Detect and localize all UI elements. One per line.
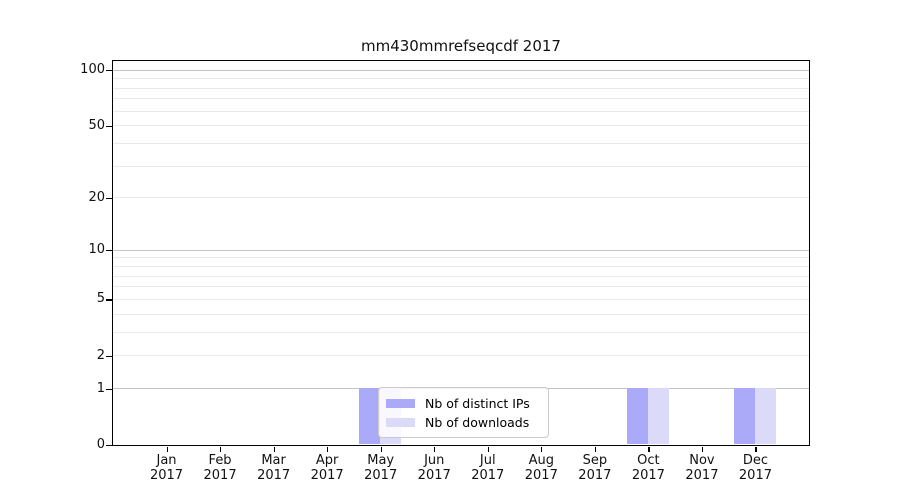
y-tick-label: 2: [96, 347, 105, 363]
y-gridline-minor: [112, 286, 809, 288]
x-tick-mark: [755, 446, 757, 452]
y-gridline-minor: [112, 98, 809, 100]
y-gridline-minor: [112, 78, 809, 80]
x-tick-label: Apr 2017: [310, 453, 344, 483]
x-tick-mark: [541, 446, 543, 452]
x-tick-mark: [220, 446, 222, 452]
x-tick-label: Jun 2017: [417, 453, 451, 483]
x-tick-mark: [434, 446, 436, 452]
legend-item: Nb of distinct IPs: [386, 394, 540, 413]
y-tick-mark: [106, 355, 112, 357]
chart-title: mm430mmrefseqcdf 2017: [361, 37, 561, 55]
x-tick-mark: [487, 446, 489, 452]
y-gridline-minor: [112, 257, 809, 259]
bar-downloads: [754, 388, 776, 445]
y-gridline-minor: [112, 125, 809, 127]
x-tick-label: Jan 2017: [149, 453, 184, 483]
y-tick-mark: [106, 70, 112, 72]
x-tick-mark: [701, 446, 704, 452]
plot-area: [111, 59, 810, 446]
y-tick-mark: [106, 197, 112, 199]
x-tick-mark: [648, 446, 650, 452]
y-tick-mark: [106, 388, 112, 390]
x-tick-label: May 2017: [364, 453, 398, 483]
y-gridline-minor: [112, 110, 809, 112]
y-gridline-minor: [112, 275, 809, 277]
y-tick-label: 5: [96, 291, 105, 307]
y-tick-label: 50: [88, 117, 105, 133]
y-gridline-minor: [112, 331, 809, 333]
y-gridline-minor: [112, 355, 809, 357]
y-gridline-minor: [112, 142, 809, 144]
legend-swatch: [386, 399, 415, 408]
y-gridline-major: [112, 249, 809, 251]
y-tick-mark: [106, 125, 112, 127]
x-tick-mark: [166, 446, 168, 452]
bar-distinct-ips: [626, 388, 648, 445]
x-tick-label: Aug 2017: [524, 453, 558, 483]
bar-distinct-ips: [733, 388, 755, 445]
x-tick-mark: [273, 446, 275, 452]
legend-label: Nb of downloads: [425, 415, 530, 430]
y-tick-label: 1: [96, 380, 105, 396]
x-tick-mark: [380, 446, 382, 452]
x-tick-label: Mar 2017: [257, 453, 291, 483]
bar-distinct-ips: [359, 388, 381, 445]
y-gridline-minor: [112, 298, 809, 300]
y-tick-label: 0: [96, 437, 105, 452]
bar-downloads: [647, 388, 669, 445]
y-tick-label: 10: [88, 242, 105, 258]
x-tick-label: Nov 2017: [685, 453, 719, 483]
x-tick-label: Feb 2017: [203, 453, 237, 483]
y-gridline-minor: [112, 313, 809, 315]
x-tick-label: Oct 2017: [631, 453, 665, 483]
x-tick-label: Jul 2017: [471, 453, 505, 483]
x-tick-label: Dec 2017: [738, 453, 772, 483]
x-tick-mark: [594, 446, 597, 452]
legend: Nb of distinct IPs Nb of downloads: [378, 387, 549, 438]
y-gridline-minor: [112, 197, 809, 199]
y-tick-mark: [106, 445, 112, 447]
legend-item: Nb of downloads: [386, 413, 540, 432]
y-gridline-minor: [112, 266, 809, 268]
x-tick-mark: [327, 446, 329, 452]
legend-swatch: [386, 418, 415, 427]
y-gridline-minor: [112, 87, 809, 89]
y-gridline-minor: [112, 165, 809, 167]
y-tick-mark: [106, 250, 112, 252]
y-gridline-major: [112, 69, 809, 71]
y-tick-mark: [106, 299, 112, 301]
y-tick-label: 20: [88, 189, 105, 205]
legend-label: Nb of distinct IPs: [425, 396, 530, 411]
y-tick-label: 100: [80, 62, 105, 78]
x-tick-label: Sep 2017: [578, 453, 612, 483]
